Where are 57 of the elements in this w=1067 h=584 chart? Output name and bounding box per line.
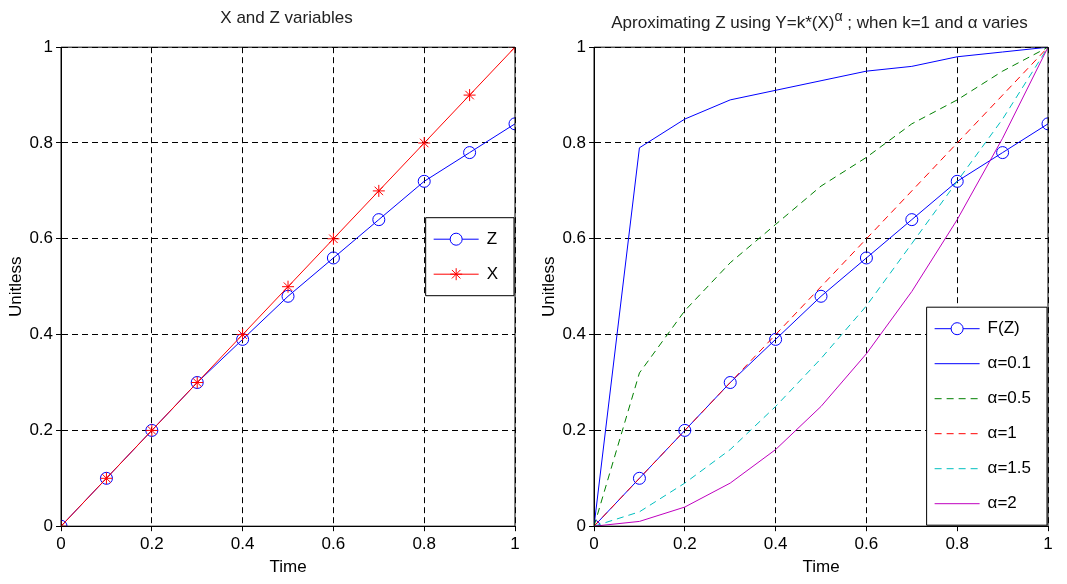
point <box>859 251 873 265</box>
point <box>281 280 295 294</box>
y-tick-label: 1 <box>576 36 587 56</box>
point <box>632 471 646 485</box>
legend-label: F(Z) <box>987 318 1020 338</box>
y-tick-label: 0.2 <box>29 420 54 440</box>
y-axis-title: Unitless <box>5 256 25 317</box>
point <box>723 376 737 389</box>
point <box>996 146 1010 160</box>
point <box>678 423 692 437</box>
chart-title: X and Z variables <box>219 8 354 28</box>
point <box>950 174 964 188</box>
point <box>814 289 828 303</box>
point <box>326 232 340 246</box>
y-tick-label: 0 <box>576 515 587 535</box>
point <box>372 184 386 198</box>
legend-label: α=1.5 <box>987 458 1031 478</box>
y-tick-label: 1 <box>43 36 54 56</box>
point <box>326 251 340 265</box>
point <box>463 146 477 160</box>
point <box>236 328 250 342</box>
legend-label: α=2 <box>987 493 1017 513</box>
point <box>417 136 431 150</box>
x-axis-title: Time <box>802 557 840 577</box>
legend-label: X <box>486 263 498 283</box>
x-tick-label: 0.6 <box>321 534 346 554</box>
x-tick-label: 1 <box>510 534 520 554</box>
y-tick-label: 0.4 <box>562 324 587 344</box>
y-tick-label: 0.2 <box>562 420 587 440</box>
y-axis-title: Unitless <box>538 256 558 317</box>
y-tick-label: 0.6 <box>29 228 54 248</box>
x-tick-label: 0.6 <box>854 534 879 554</box>
x-tick-label: 0.2 <box>140 534 164 554</box>
y-tick-label: 0.4 <box>29 324 54 344</box>
point <box>281 289 295 303</box>
point <box>463 88 477 102</box>
point <box>905 213 919 227</box>
y-tick-label: 0.8 <box>29 132 54 152</box>
x-tick-label: 0.4 <box>230 534 255 554</box>
x-tick-label: 0.4 <box>763 534 788 554</box>
chart-title: Aproximating Z using Y=k*(X)$^{α}$ ; when k=1 and α varies <box>610 8 1029 33</box>
x-axis-title: Time <box>269 557 307 577</box>
point <box>236 332 250 346</box>
legend-label: α=0.5 <box>987 388 1031 408</box>
point <box>372 213 386 227</box>
y-tick-label: 0.8 <box>562 132 587 152</box>
x-tick-label: 1 <box>1043 534 1053 554</box>
legend-label: α=1 <box>987 423 1017 443</box>
x-tick-label: 0.2 <box>673 534 697 554</box>
legend-label: Z <box>486 228 498 248</box>
legend-label: α=0.1 <box>987 353 1031 373</box>
x-tick-label: 0.8 <box>412 534 437 554</box>
x-tick-label: 0.8 <box>945 534 970 554</box>
point <box>769 332 783 346</box>
y-tick-label: 0 <box>43 515 54 535</box>
y-tick-label: 0.6 <box>562 228 587 248</box>
point <box>417 174 431 188</box>
